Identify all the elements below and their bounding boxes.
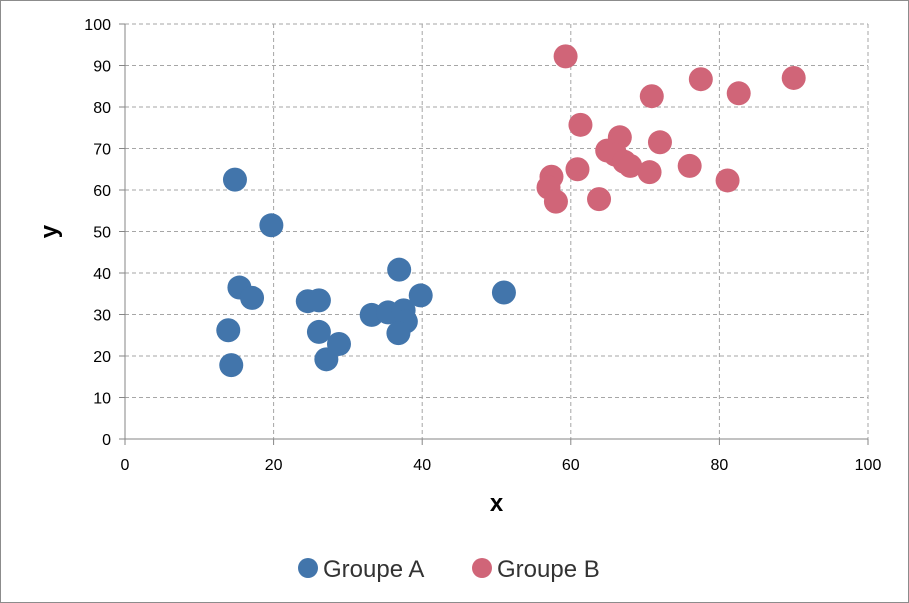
x-tick-label-40: 40 [413, 457, 431, 474]
y-axis-title: y [36, 224, 63, 238]
gridlines [125, 23, 869, 439]
data-points [216, 44, 806, 378]
point-groupe-a-1 [259, 213, 284, 238]
point-groupe-a-8 [306, 319, 331, 344]
y-tick-label-60: 60 [93, 183, 111, 200]
point-groupe-a-10 [326, 331, 351, 356]
point-groupe-b-0 [553, 44, 578, 69]
point-groupe-b-7 [647, 130, 672, 155]
point-groupe-b-19 [587, 187, 612, 212]
y-tick-label-20: 20 [93, 349, 111, 366]
point-groupe-b-17 [715, 168, 740, 193]
y-tick-label-100: 100 [84, 17, 111, 34]
point-groupe-b-4 [726, 81, 751, 106]
axes [119, 23, 869, 445]
point-groupe-b-18 [543, 189, 568, 214]
point-groupe-b-5 [568, 112, 593, 137]
y-tick-label-50: 50 [93, 225, 111, 242]
point-groupe-a-0 [222, 167, 247, 192]
point-groupe-a-3 [240, 285, 265, 310]
point-groupe-a-4 [216, 318, 241, 343]
point-groupe-a-5 [219, 353, 244, 378]
x-tick-label-60: 60 [562, 457, 580, 474]
legend-label-groupe-a: Groupe A [323, 556, 424, 583]
legend-label-groupe-b: Groupe B [497, 556, 600, 583]
y-tick-label-30: 30 [93, 308, 111, 325]
point-groupe-b-12 [677, 153, 702, 178]
point-groupe-a-17 [408, 283, 433, 308]
point-groupe-b-2 [781, 65, 806, 90]
legend-marker-groupe-b [472, 558, 492, 578]
point-groupe-a-16 [386, 321, 411, 346]
point-groupe-b-13 [565, 157, 590, 182]
legend-marker-groupe-a [298, 558, 318, 578]
legend: Groupe A Groupe B [298, 556, 600, 583]
x-tick-label-0: 0 [121, 457, 130, 474]
y-tick-label-0: 0 [102, 432, 111, 449]
point-groupe-a-7 [306, 288, 331, 313]
point-groupe-a-18 [491, 280, 516, 305]
x-tick-label-20: 20 [265, 457, 283, 474]
point-groupe-b-3 [639, 84, 664, 109]
y-tick-label-10: 10 [93, 391, 111, 408]
tick-labels: 0 10 20 30 40 50 60 70 80 90 100 0 20 40 60 80 100 [84, 17, 881, 474]
y-tick-label-70: 70 [93, 142, 111, 159]
x-axis-title: x [490, 490, 504, 517]
point-groupe-b-14 [637, 160, 662, 185]
x-tick-label-80: 80 [711, 457, 729, 474]
point-groupe-b-1 [688, 67, 713, 92]
point-groupe-b-11 [618, 153, 643, 178]
y-tick-label-80: 80 [93, 100, 111, 117]
x-tick-label-100: 100 [855, 457, 882, 474]
y-tick-label-40: 40 [93, 266, 111, 283]
y-tick-label-90: 90 [93, 59, 111, 76]
point-groupe-a-13 [387, 257, 412, 282]
